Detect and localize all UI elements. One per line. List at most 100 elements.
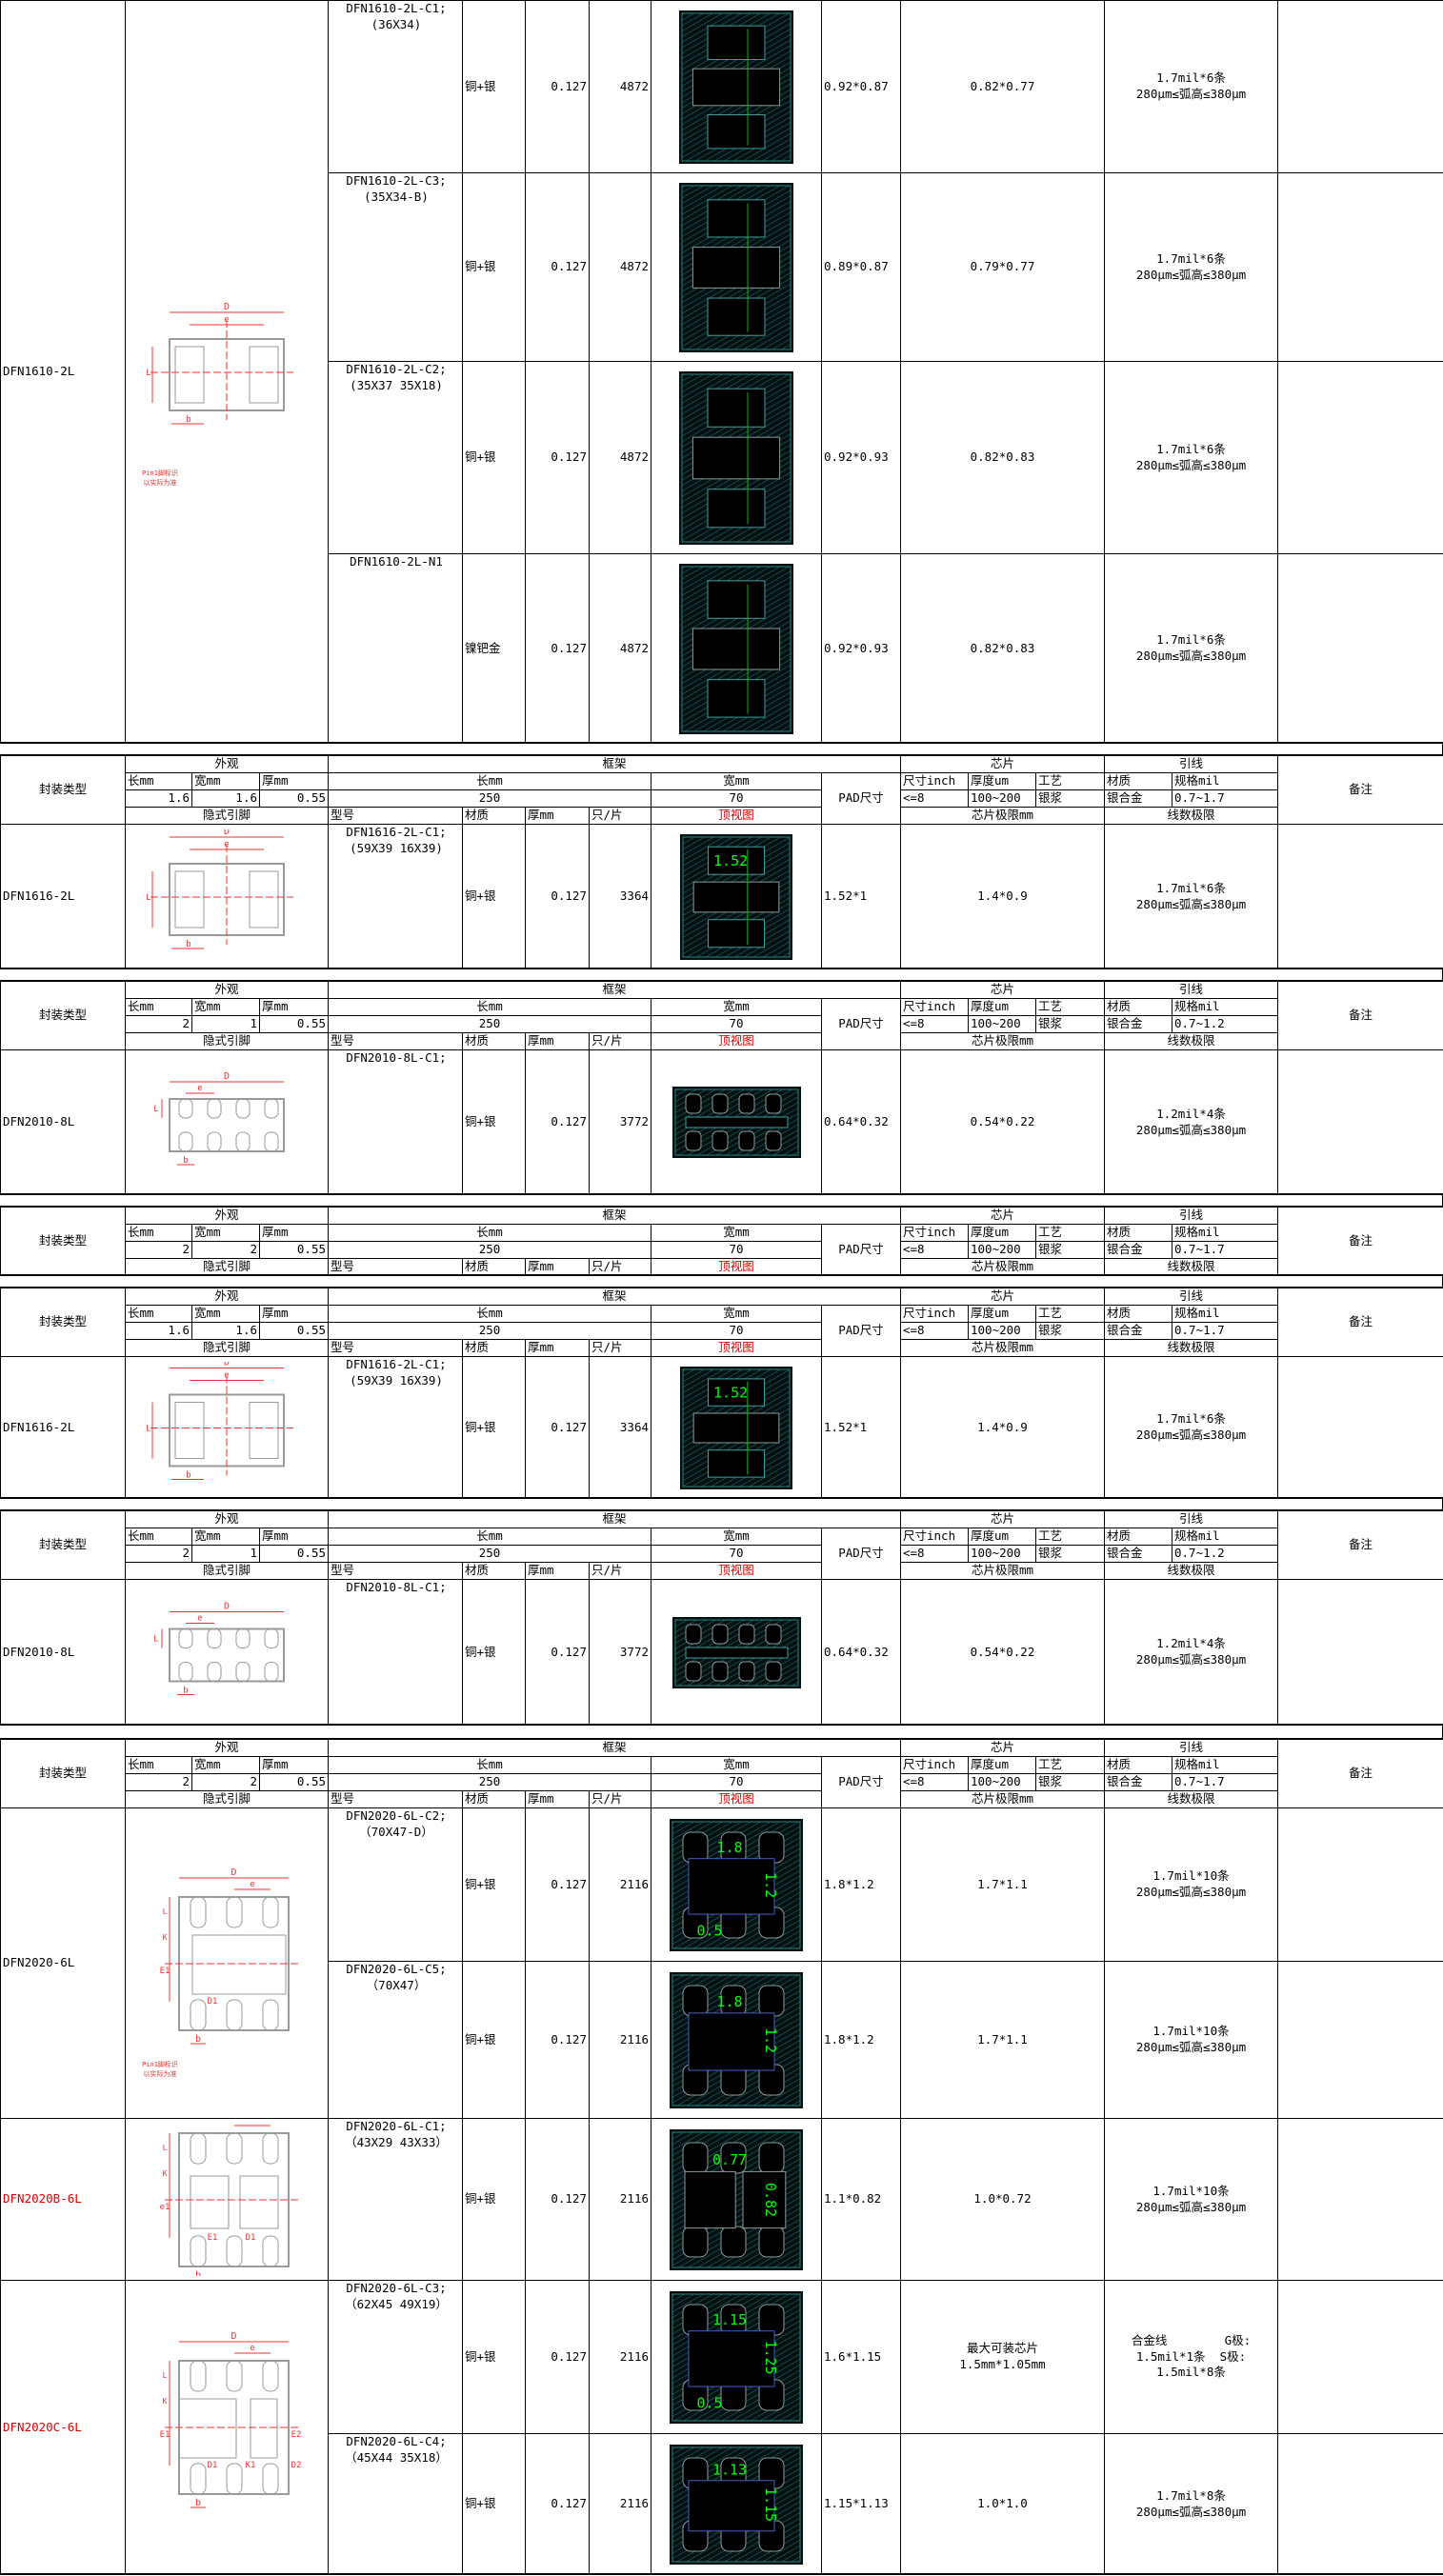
dimension-label: D2 (291, 2461, 302, 2470)
cell-text: 100~200 (971, 790, 1021, 806)
model-cell: DFN1610-2L-C3; (35X34-B) (328, 172, 463, 362)
remarks-cell (1277, 2280, 1443, 2434)
cell-text: 顶视图 (718, 1033, 754, 1048)
cell-text: 4872 (619, 449, 649, 465)
cell-text: 250 (478, 1242, 501, 1257)
cell-text: 型号 (331, 1791, 355, 1807)
cell-text: PAD尺寸 (838, 1242, 884, 1257)
dimension-label: E2 (291, 2430, 302, 2440)
cad-dimension-label: 1.13 (712, 2461, 747, 2478)
cell-text: 外观 (214, 1208, 239, 1223)
chip-limit-text: 0.82*0.83 (970, 640, 1035, 655)
chip-header: 芯片 (900, 1510, 1105, 1528)
pad-size-cell: 0.64*0.32 (821, 1049, 901, 1195)
cell-text: 0.92*0.93 (824, 640, 889, 655)
dimension-label: L (153, 1105, 158, 1114)
cell-text: 型号 (331, 808, 355, 823)
pkg-length-header: 长mm (125, 1305, 192, 1323)
cell-text: 宽mm (723, 1306, 750, 1321)
cell-text: 0.7~1.7 (1174, 1323, 1225, 1338)
remarks-cell (1277, 361, 1443, 554)
cell-text: 70 (729, 1016, 744, 1031)
frame-length-value: 250 (328, 1015, 651, 1033)
pkg-length-value: 2 (125, 1241, 192, 1259)
cell-text: 0.64*0.32 (824, 1114, 889, 1129)
cell-text: 厚度um (971, 999, 1010, 1014)
wire-spec-text: 280μm≤弧高≤380μm (1135, 1652, 1247, 1667)
hidden-pins-header: 隐式引脚 (125, 1032, 329, 1050)
cell-text: 2116 (619, 2031, 649, 2047)
pkg-width-header: 宽mm (191, 1528, 260, 1546)
package-name: DFN2010-8L (3, 1114, 75, 1129)
material-cell: 铜+银 (462, 2118, 526, 2281)
pad-size-cell: 0.92*0.93 (821, 361, 901, 554)
cell-text: 厚度um (971, 1225, 1010, 1240)
pkg-width-header: 宽mm (191, 1756, 260, 1774)
wire-header: 引线 (1104, 1739, 1278, 1757)
cell-text: 70 (729, 1774, 744, 1789)
dimension-label: K1 (246, 2461, 256, 2470)
dimension-label: K (163, 2397, 168, 2406)
pkg-thickness-value: 0.55 (259, 1241, 329, 1259)
cell-text: 芯片 (990, 1288, 1014, 1304)
frame-header: 框架 (328, 1288, 901, 1306)
pkg-width-value: 2 (191, 1241, 260, 1259)
frame-length-value: 250 (328, 1322, 651, 1340)
wire-spec-cell: 1.7mil*10条 280μm≤弧高≤380μm (1104, 1961, 1278, 2119)
cell-text: PAD尺寸 (838, 790, 884, 806)
cell-text: 宽mm (194, 1225, 221, 1240)
cell-text: 0.7~1.7 (1174, 790, 1225, 806)
pad-size-header: PAD尺寸 (821, 1756, 901, 1808)
process-value: 银浆 (1035, 1015, 1105, 1033)
pin1-note: 以实际为准 (144, 478, 177, 487)
cell-text: 工艺 (1038, 999, 1063, 1014)
package-outline-cell: DeLKe1E1D1b (125, 2118, 329, 2281)
thickness-cell: 0.127 (525, 1961, 590, 2119)
cell-text: 外观 (214, 1740, 239, 1755)
frame-width-value: 70 (651, 1322, 822, 1340)
cell-text: 长mm (476, 773, 503, 789)
cell-text: 2 (182, 1016, 190, 1031)
thickness-header: 厚mm (525, 1562, 590, 1580)
chip-limit-text: 1.0*1.0 (977, 2496, 1028, 2511)
package-name: DFN2010-8L (3, 1644, 75, 1659)
thickness-cell: 0.127 (525, 0, 590, 173)
chip-size-header: 尺寸inch (900, 1305, 969, 1323)
chip-limit-text: 最大可装芯片 (966, 2341, 1038, 2356)
wire-spec-text: 280μm≤弧高≤380μm (1135, 267, 1247, 282)
pkg-length-value: 1.6 (125, 789, 192, 808)
pkg-thickness-header: 厚mm (259, 998, 329, 1016)
cell-text: 线数极限 (1167, 1033, 1215, 1048)
cell-text: 长mm (476, 999, 503, 1014)
cell-text: 长mm (128, 1225, 154, 1240)
frame-header: 框架 (328, 755, 901, 773)
cell-text: <=8 (903, 790, 925, 806)
cell-text: 芯片 (990, 1740, 1014, 1755)
package-name: DFN1616-2L (3, 889, 75, 904)
wire-material-header: 材质 (1104, 1305, 1172, 1323)
chip-header: 芯片 (900, 1288, 1105, 1306)
cell-text: 材质 (465, 1563, 490, 1578)
frame-header: 框架 (328, 1739, 901, 1757)
cell-text: 隐式引脚 (202, 1791, 251, 1807)
cell-text: 厚度um (971, 1528, 1010, 1544)
cell-text: 引线 (1178, 756, 1203, 771)
dimension-label: D1 (208, 2461, 218, 2470)
wire-limit-header: 线数极限 (1104, 1790, 1278, 1808)
cell-text: 材质 (465, 808, 490, 823)
pkg-thickness-value: 0.55 (259, 789, 329, 808)
chip-limit-cell: 1.4*0.9 (900, 1356, 1105, 1499)
remarks-cell (1277, 2118, 1443, 2281)
cell-text: 2 (250, 1774, 257, 1789)
divider (0, 1274, 1443, 1276)
cell-text: 芯片极限mm (971, 1791, 1034, 1807)
cell-text: 70 (729, 1323, 744, 1338)
pkg-width-header: 宽mm (191, 772, 260, 790)
cell-text: 0.127 (551, 78, 587, 93)
cell-text: 2 (182, 1774, 190, 1789)
wire-limit-header: 线数极限 (1104, 807, 1278, 825)
cell-text: 引线 (1178, 1208, 1203, 1223)
dimension-label: b (186, 415, 190, 425)
wire-spec-text: 1.7mil*10条 (1152, 1868, 1230, 1884)
dimension-label: b (195, 2498, 201, 2508)
